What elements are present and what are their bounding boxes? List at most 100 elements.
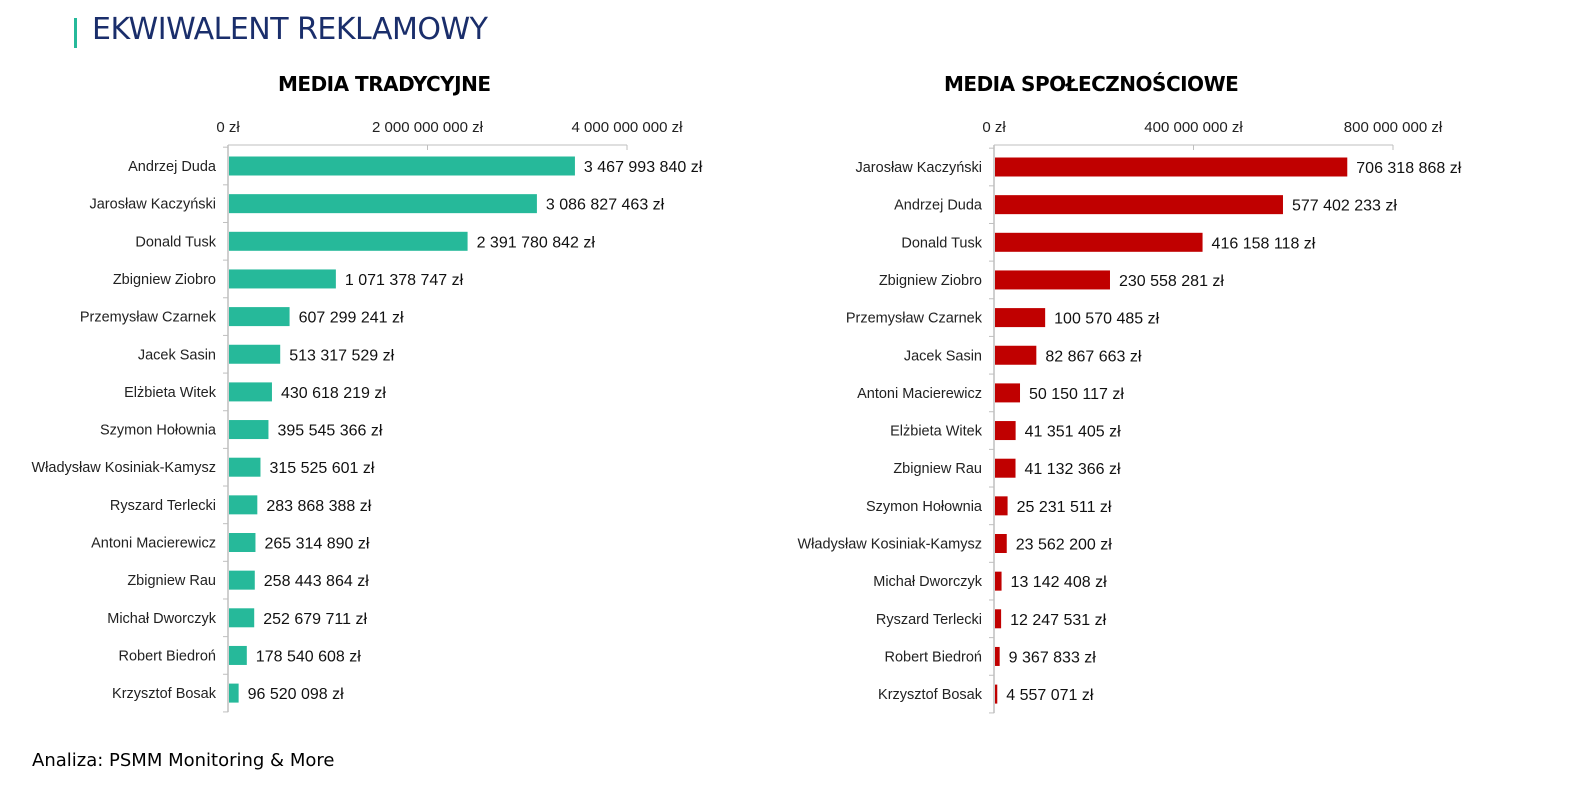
category-label: Jarosław Kaczyński [89, 197, 216, 213]
category-label: Przemysław Czarnek [846, 311, 983, 327]
bar-social [995, 496, 1008, 516]
chart-title-traditional: MEDIA TRADYCYJNE [278, 72, 491, 96]
data-label: 12 247 531 zł [1010, 612, 1107, 629]
bar-traditional [229, 495, 258, 515]
bar-traditional [229, 683, 239, 703]
data-label: 178 540 608 zł [256, 648, 361, 665]
bar-traditional [229, 533, 256, 552]
data-label: 706 318 868 zł [1356, 160, 1461, 177]
data-label: 252 679 711 zł [263, 611, 367, 628]
bar-traditional [229, 231, 468, 251]
data-label: 41 132 366 zł [1025, 461, 1122, 478]
data-label: 13 142 408 zł [1011, 574, 1108, 591]
bar-traditional [229, 382, 272, 402]
bar-traditional [229, 645, 247, 665]
category-label: Przemysław Czarnek [80, 310, 217, 326]
data-label: 395 545 366 zł [277, 423, 382, 440]
bar-social [995, 308, 1046, 328]
category-label: Władysław Kosiniak-Kamysz [31, 460, 216, 476]
category-label: Robert Biedroń [118, 648, 216, 664]
data-label: 1 071 378 747 zł [345, 272, 464, 289]
data-label: 607 299 241 zł [299, 310, 404, 327]
category-label: Elżbieta Witek [890, 424, 983, 440]
category-label: Zbigniew Rau [127, 573, 216, 589]
bar-social [995, 157, 1348, 177]
category-label: Michał Dworczyk [873, 574, 983, 590]
category-label: Jacek Sasin [904, 348, 982, 364]
category-label: Krzysztof Bosak [112, 686, 217, 702]
bar-social [995, 421, 1016, 441]
tick-label: 2 000 000 000 zł [372, 119, 484, 136]
data-label: 4 557 071 zł [1006, 687, 1094, 704]
tick-label: 0 zł [982, 119, 1006, 136]
data-label: 2 391 780 842 zł [477, 234, 596, 251]
page-title: EKWIWALENT REKLAMOWY [92, 12, 488, 47]
bar-social [995, 195, 1283, 215]
data-label: 416 158 118 zł [1212, 235, 1316, 252]
data-label: 9 367 833 zł [1009, 649, 1097, 666]
data-label: 265 314 890 zł [264, 536, 369, 553]
data-label: 23 562 200 zł [1016, 537, 1113, 554]
category-label: Elżbieta Witek [124, 385, 217, 401]
category-label: Zbigniew Ziobro [113, 272, 216, 288]
bar-social [995, 345, 1037, 365]
title-accent-bar [74, 18, 77, 48]
bar-traditional [229, 608, 255, 628]
bar-traditional [229, 194, 537, 214]
data-label: 100 570 485 zł [1054, 311, 1159, 328]
category-label: Antoni Macierewicz [857, 386, 982, 402]
bar-traditional [229, 420, 269, 440]
category-label: Donald Tusk [135, 234, 216, 250]
bar-traditional [229, 156, 575, 176]
data-label: 41 351 405 zł [1025, 424, 1122, 441]
data-label: 82 867 663 zł [1045, 348, 1142, 365]
category-label: Antoni Macierewicz [91, 536, 216, 552]
category-label: Zbigniew Ziobro [879, 273, 982, 289]
bar-social [995, 458, 1016, 478]
data-label: 315 525 601 zł [269, 460, 374, 477]
bar-social [995, 646, 1000, 666]
tick-label: 0 zł [216, 119, 240, 136]
data-label: 283 868 388 zł [266, 498, 371, 515]
data-label: 25 231 511 zł [1017, 499, 1112, 516]
footer-source: Analiza: PSMM Monitoring & More [32, 750, 335, 771]
category-label: Jarosław Kaczyński [855, 160, 982, 176]
category-label: Andrzej Duda [128, 159, 217, 175]
category-label: Michał Dworczyk [107, 611, 217, 627]
bar-social [995, 232, 1203, 252]
bar-social [995, 571, 1002, 591]
tick-label: 800 000 000 zł [1344, 119, 1443, 136]
data-label: 50 150 117 zł [1029, 386, 1124, 403]
category-label: Krzysztof Bosak [878, 687, 983, 703]
bar-social [995, 609, 1002, 629]
bar-social [995, 383, 1021, 403]
bar-traditional [229, 344, 281, 364]
tick-label: 400 000 000 zł [1144, 119, 1243, 136]
bar-traditional [229, 457, 261, 477]
chart-title-social: MEDIA SPOŁECZNOŚCIOWE [944, 72, 1239, 96]
category-label: Władysław Kosiniak-Kamysz [797, 537, 982, 553]
bar-traditional [229, 570, 255, 590]
data-label: 513 317 529 zł [289, 347, 394, 364]
category-label: Ryszard Terlecki [110, 498, 216, 514]
bar-social [995, 270, 1110, 290]
category-label: Andrzej Duda [894, 198, 983, 214]
category-label: Donald Tusk [901, 235, 982, 251]
category-label: Szymon Hołownia [866, 499, 983, 515]
category-label: Jacek Sasin [138, 347, 216, 363]
bar-traditional [229, 269, 336, 289]
data-label: 258 443 864 zł [264, 573, 369, 590]
data-label: 3 467 993 840 zł [584, 159, 703, 176]
data-label: 3 086 827 463 zł [546, 197, 665, 214]
category-label: Robert Biedroń [884, 649, 982, 665]
category-label: Zbigniew Rau [893, 461, 982, 477]
bar-social [995, 534, 1007, 553]
bar-traditional [229, 307, 290, 327]
bar-social [995, 684, 998, 704]
data-label: 96 520 098 zł [248, 686, 345, 703]
data-label: 230 558 281 zł [1119, 273, 1224, 290]
data-label: 577 402 233 zł [1292, 198, 1397, 215]
category-label: Szymon Hołownia [100, 423, 217, 439]
data-label: 430 618 219 zł [281, 385, 386, 402]
